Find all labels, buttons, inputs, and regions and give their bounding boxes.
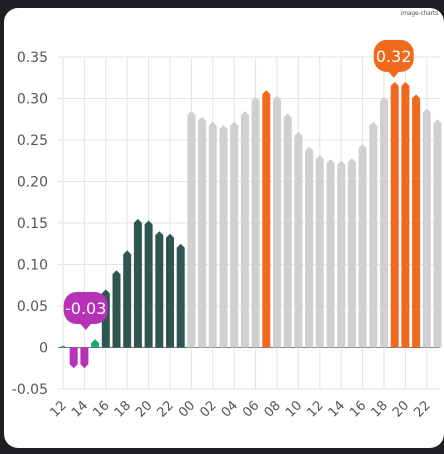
bar bbox=[251, 96, 260, 348]
y-tick-label: 0.05 bbox=[17, 299, 48, 315]
bar bbox=[80, 347, 89, 369]
bar bbox=[133, 218, 142, 348]
x-tick-label: 00 bbox=[176, 398, 198, 420]
chart-credit: image-charts bbox=[400, 10, 438, 17]
bar bbox=[347, 158, 356, 348]
bar bbox=[198, 116, 207, 348]
chart-card: image-charts 0.35 0.30 0.25 0.20 0.15 0.10 0.0… bbox=[4, 8, 444, 448]
bar bbox=[155, 231, 164, 348]
y-tick-label: 0.20 bbox=[17, 175, 48, 191]
bar bbox=[123, 250, 132, 348]
bar bbox=[294, 131, 303, 348]
y-tick-label: 0 bbox=[39, 341, 48, 357]
x-tick-label: 22 bbox=[155, 398, 177, 420]
bar bbox=[305, 146, 314, 348]
bar bbox=[69, 347, 78, 369]
x-tick-label: 14 bbox=[326, 398, 348, 420]
x-tick-label: 14 bbox=[69, 398, 91, 420]
bar bbox=[337, 160, 346, 348]
bar bbox=[422, 108, 431, 348]
callout-label: 0.32 bbox=[376, 47, 412, 66]
bar bbox=[59, 345, 67, 348]
bar bbox=[380, 96, 388, 348]
x-tick-label: 10 bbox=[283, 398, 305, 420]
bar bbox=[240, 110, 249, 348]
x-tick-label: 20 bbox=[133, 398, 155, 420]
x-tick-label: 18 bbox=[369, 398, 391, 420]
y-tick-label: 0.10 bbox=[17, 258, 48, 274]
bar bbox=[187, 110, 196, 348]
bar bbox=[283, 113, 292, 348]
bar bbox=[273, 96, 281, 348]
y-tick-label: 0.15 bbox=[17, 216, 48, 232]
bar bbox=[176, 243, 185, 348]
x-tick-label: 20 bbox=[390, 398, 412, 420]
bar bbox=[91, 339, 100, 348]
bar bbox=[412, 94, 421, 348]
bar bbox=[358, 144, 367, 348]
x-tick-label: 16 bbox=[90, 398, 112, 420]
x-tick-label: 06 bbox=[240, 398, 262, 420]
bar bbox=[315, 154, 324, 348]
bar bbox=[166, 233, 174, 348]
bar bbox=[262, 90, 271, 348]
y-tick-label: 0.30 bbox=[17, 92, 48, 108]
y-tick-label: 0.35 bbox=[17, 50, 48, 66]
y-tick-label: 0.25 bbox=[17, 133, 48, 149]
x-tick-label: 08 bbox=[262, 398, 284, 420]
bar bbox=[219, 125, 228, 348]
x-tick-label: 16 bbox=[347, 398, 369, 420]
bar bbox=[112, 270, 121, 348]
x-tick-label: 12 bbox=[48, 398, 70, 420]
callout-label: -0.03 bbox=[65, 299, 106, 318]
y-tick-label: -0.05 bbox=[12, 382, 48, 398]
x-tick-label: 04 bbox=[219, 398, 241, 420]
bar bbox=[208, 121, 217, 348]
bar bbox=[369, 121, 378, 348]
bar bbox=[390, 81, 399, 348]
x-tick-label: 22 bbox=[411, 398, 433, 420]
bar bbox=[433, 119, 442, 348]
x-tick-label: 02 bbox=[197, 398, 219, 420]
bar bbox=[326, 159, 335, 348]
x-tick-label: 18 bbox=[112, 398, 134, 420]
bar bbox=[230, 121, 239, 348]
value-callout: 0.32 bbox=[373, 39, 414, 78]
value-callout: -0.03 bbox=[63, 292, 108, 330]
bar bbox=[401, 81, 410, 348]
bar bbox=[144, 220, 153, 348]
x-tick-label: 12 bbox=[304, 398, 326, 420]
